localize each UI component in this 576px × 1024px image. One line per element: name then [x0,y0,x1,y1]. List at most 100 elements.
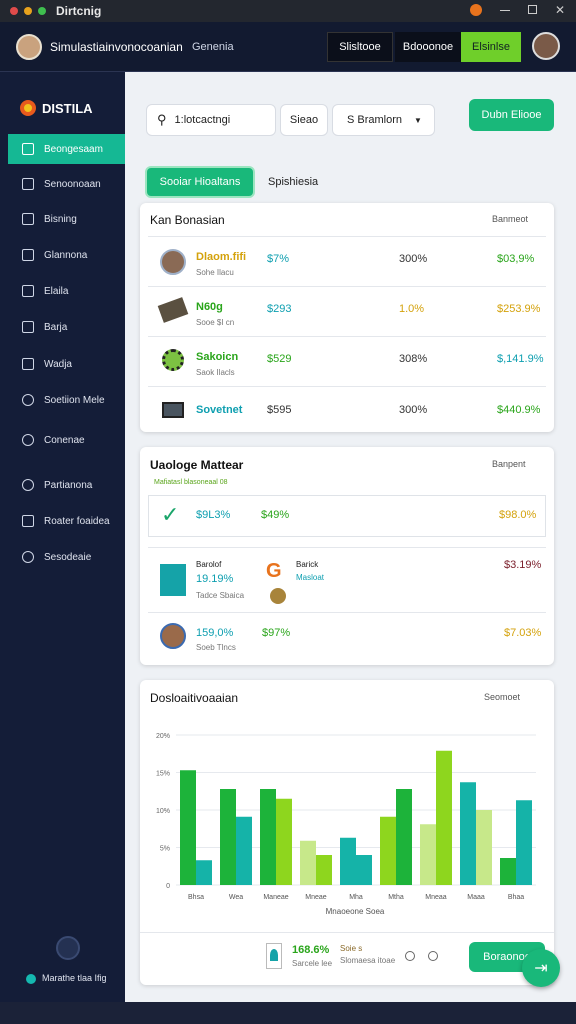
card-title: Uaologe Mattear [150,458,244,472]
card-menu[interactable]: Banpent [492,459,526,469]
row-label: Masloat [296,573,325,582]
row-name: Sovetnet [196,404,243,416]
nav-item[interactable]: Senoonoaan [8,169,125,199]
row-sub: Sohe Ilacu [196,268,234,277]
row-value: $595 [267,404,292,416]
tab[interactable]: Spishiesia [268,176,319,188]
row-value: $98.0% [499,509,537,521]
x-tick-label: Mha [349,894,363,901]
close-dot[interactable] [10,7,18,15]
list-card: Kan Bonasian Banmeot Dlaom.fifi Sohe Ila… [140,203,554,432]
row-value: $9L3% [196,509,231,521]
check-icon: ✓ [161,502,180,527]
row-value: $49% [261,509,290,521]
y-tick-label: 0 [166,883,170,890]
header-button[interactable]: Elsinlse [461,32,521,62]
list-row[interactable]: Sovetnet $595 300% $440.9% [148,386,546,430]
x-tick-label: Wea [229,894,243,901]
nav-item[interactable]: Conenae [8,425,125,455]
list-row[interactable]: ✓ $9L3% $49% $98.0% [148,495,546,537]
row-value: $7.03% [504,627,542,639]
max-dot[interactable] [38,7,46,15]
bar [356,855,372,885]
nav-label: Roater foaidea [44,515,110,527]
card-subtitle: Mafiatasl blasoneaal 08 [154,479,228,486]
row-value: $3.19% [504,559,542,571]
stat-note: Soie s [340,944,363,953]
nav-item[interactable]: Glannona [8,240,125,270]
help-icon[interactable] [56,936,80,960]
row-value: $97% [262,627,291,639]
icon[interactable] [405,951,415,961]
tab-active[interactable]: Sooiar Hioaltans [145,166,255,198]
brand-icon: G [266,560,282,582]
user-avatar[interactable] [16,34,42,60]
bar [220,789,236,885]
maximize[interactable] [528,5,537,14]
nav-label: Bisning [44,213,77,225]
bar [180,770,196,885]
card-title: Kan Bonasian [150,213,225,227]
row-value: $7% [267,253,290,265]
card-title: Dosloaitivoaaian [150,691,239,705]
icon[interactable] [428,951,438,961]
y-tick-label: 15% [156,771,170,778]
bar [500,858,516,885]
nav-icon [22,551,34,563]
row-avatar [160,249,186,275]
x-tick-label: Mneaa [425,894,447,901]
close[interactable]: ✕ [555,3,566,17]
fab[interactable]: ⇥ [522,949,560,987]
list-row[interactable]: Barolof 19.19% Tadce Sbaica G Barick Mas… [148,547,546,613]
header: Simulastiainvonocoanian Genenia Slisltoo… [0,22,576,72]
bar-chart: Mnaoeone Soea 0 5% 10% 15% 20% Bhsa Wea Maneae M… [156,733,536,916]
nav-label: Elaila [44,285,69,297]
profile-avatar[interactable] [532,32,560,60]
header-button[interactable]: Slisltooe [327,32,393,62]
list-row[interactable]: N60g Sooe $I cn $293 1.0% $253.9% [148,286,546,336]
nav-item[interactable]: Wadja [8,349,125,379]
nav-item[interactable]: Soetiion Mele [8,385,125,415]
title-bar: Dirtcnig ✕ [0,0,576,22]
list-row[interactable]: 159,0% Soeb Tlncs $97% $7.03% [148,615,546,661]
search-box[interactable]: ⚲ 1:lotcactngi [146,104,276,136]
nav-item[interactable]: Elaila [8,276,125,306]
bar [460,782,476,885]
nav-item[interactable]: Barja [8,312,125,342]
bar [516,800,532,885]
minimize[interactable] [500,10,510,11]
nav-icon [22,143,34,155]
search-text: 1:lotcactngi [174,114,231,126]
y-tick-label: 5% [160,846,170,853]
header-tab[interactable]: Genenia [192,41,234,53]
notif-icon[interactable] [470,4,482,16]
row-icon [162,349,184,371]
y-tick-label: 10% [156,808,170,815]
header-title: Simulastiainvonocoanian [50,40,183,54]
row-avatar [160,623,186,649]
nav-item[interactable]: Roater foaidea [8,506,125,536]
list-row[interactable]: Sakoicn Saok Ilacls $529 308% $,141.9% [148,336,546,386]
min-dot[interactable] [24,7,32,15]
dropdown-text: S Bramlorn [347,114,403,126]
row-value: $03,9% [497,253,535,265]
nav-item[interactable]: Bisning [8,204,125,234]
row-value: 1.0% [399,303,425,315]
row-value: 300% [399,404,428,416]
card-menu[interactable]: Seomoet [484,692,521,702]
nav-item[interactable]: Sesodeaie [8,542,125,572]
header-button[interactable]: Bdooonoe [395,32,461,62]
list-row[interactable]: Dlaom.fifi Sohe Ilacu $7% 300% $03,9% [148,236,546,286]
bar [436,750,452,885]
nav-item[interactable]: Beongesaam [8,134,125,164]
primary-action[interactable]: Dubn Eliooe [469,99,554,131]
card-menu[interactable]: Banmeot [492,214,529,224]
bar [236,816,252,885]
row-value: 159,0% [196,627,234,639]
x-tick-label: Mneae [305,894,327,901]
dropdown[interactable]: S Bramlorn ▼ [332,104,435,136]
nav-icon [22,434,34,446]
nav-item[interactable]: Partianona [8,470,125,500]
filter-button[interactable]: Sieao [280,104,328,136]
